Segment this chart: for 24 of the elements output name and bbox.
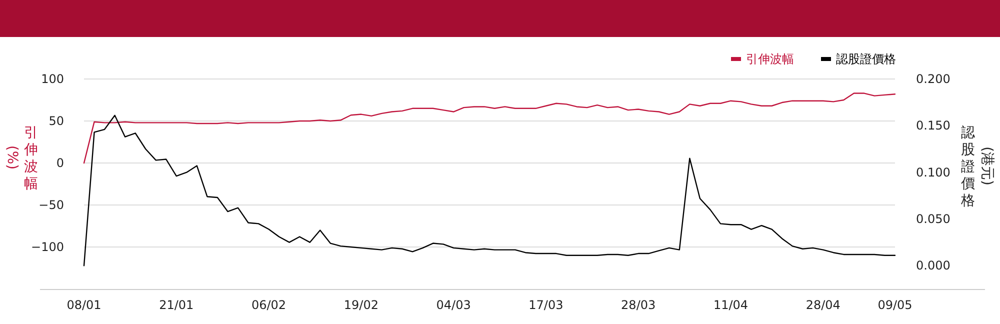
y-tick-label: 100 bbox=[41, 72, 64, 86]
x-tick-label: 28/03 bbox=[621, 298, 656, 312]
y2-tick-label: 0.150 bbox=[916, 118, 950, 133]
x-tick-label: 06/02 bbox=[251, 298, 286, 312]
x-tick-label: 04/03 bbox=[436, 298, 471, 312]
x-tick-label: 21/01 bbox=[159, 298, 194, 312]
y-tick-label: 50 bbox=[48, 114, 64, 128]
legend-label: 引伸波幅 bbox=[746, 52, 794, 66]
y2-tick-label: 0.200 bbox=[916, 72, 950, 86]
legend-label: 認股證價格 bbox=[836, 52, 896, 66]
x-tick-label: 28/04 bbox=[806, 298, 840, 312]
x-tick-label: 09/05 bbox=[878, 298, 912, 312]
x-tick-label: 19/02 bbox=[344, 298, 378, 312]
y-tick-label: 0 bbox=[56, 156, 64, 170]
x-tick-label: 11/04 bbox=[713, 298, 748, 312]
y2-tick-label: 0.100 bbox=[916, 165, 950, 180]
y2-tick-label: 0.050 bbox=[916, 212, 950, 226]
line-series bbox=[83, 114, 896, 266]
y2-tick-label: 0.000 bbox=[916, 258, 950, 273]
line-series bbox=[83, 92, 896, 164]
y-tick-label: −50 bbox=[38, 198, 64, 212]
y-tick-label: −100 bbox=[31, 240, 64, 254]
x-tick-label: 17/03 bbox=[528, 298, 564, 312]
x-tick-label: 08/01 bbox=[66, 298, 102, 312]
